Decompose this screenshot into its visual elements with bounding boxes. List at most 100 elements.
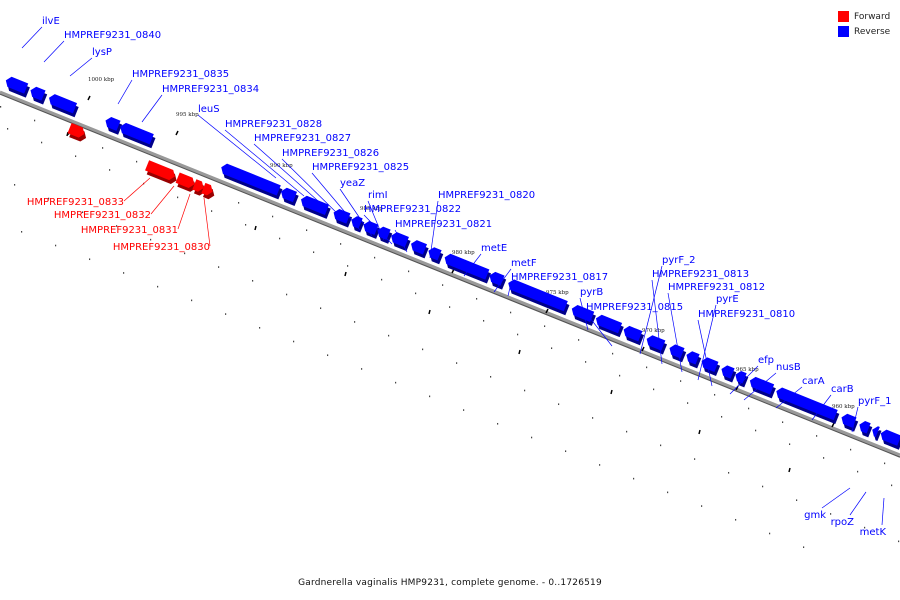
leader-hmpref9231-0840	[43, 40, 65, 63]
guide-dot	[381, 278, 383, 281]
gene-label-gmk: gmk	[804, 510, 826, 521]
leader-hmpref9231-0812	[667, 292, 683, 373]
guide-dot	[884, 462, 886, 465]
leader-pyrf-2	[639, 265, 663, 355]
guide-dot	[41, 141, 43, 144]
guide-dot	[483, 319, 485, 322]
gene-label-hmpref9231-0831: HMPREF9231_0831	[81, 225, 178, 236]
guide-dot	[517, 333, 519, 336]
gene-label-hmpref9231-0825: HMPREF9231_0825	[312, 162, 409, 173]
gene-label-metk: metK	[860, 527, 887, 538]
leader-hmpref9231-0820	[429, 200, 439, 259]
guide-dot	[510, 311, 512, 314]
minor-tick	[428, 309, 431, 315]
guide-dot	[619, 374, 621, 377]
gene-label-hmpref9231-0813: HMPREF9231_0813	[652, 269, 749, 280]
guide-dot	[816, 435, 818, 437]
gene-block-hmpref9231-0828	[281, 187, 299, 206]
gene-block-yeaz	[363, 221, 381, 239]
guide-dot	[694, 458, 696, 460]
tick-mark	[87, 95, 91, 101]
guide-dot	[585, 361, 587, 363]
gene-label-pyre: pyrE	[716, 294, 739, 305]
axis-shadow	[0, 93, 900, 458]
gene-block-gmk	[859, 421, 873, 438]
leader-ilve	[21, 26, 43, 49]
leader-pyre	[697, 304, 717, 381]
leader-hmpref9231-0822	[363, 214, 393, 245]
leader-metk	[881, 497, 885, 526]
gene-label-hmpref9231-0820: HMPREF9231_0820	[438, 190, 535, 201]
gene-block-mete	[444, 253, 492, 284]
minor-tick	[698, 429, 701, 435]
leader-hmpref9231-0810	[697, 319, 713, 387]
guide-dot	[211, 210, 213, 212]
gene-label-pyrf-1: pyrF_1	[858, 396, 892, 407]
guide-dot	[626, 430, 628, 433]
guide-dot	[286, 293, 288, 296]
leader-pyrf-1	[851, 406, 859, 433]
guide-dot	[680, 380, 682, 382]
guide-dot	[109, 169, 111, 171]
guide-dot	[408, 270, 410, 273]
tick-label-2: 990 kbp	[270, 163, 293, 169]
guide-dot	[558, 403, 560, 406]
guide-dot	[55, 244, 57, 247]
guide-dot	[89, 258, 91, 261]
guide-dot	[687, 402, 689, 404]
guide-dot	[48, 197, 50, 200]
guide-dot	[714, 393, 716, 396]
gene-label-rpoz: rpoZ	[831, 517, 855, 528]
leader-hmpref9231-0834	[141, 94, 163, 123]
gene-block-cara	[749, 376, 776, 399]
legend-forward: Forward	[838, 9, 890, 24]
guide-dot	[82, 211, 84, 214]
leader-pyrb	[579, 297, 589, 331]
guide-dot	[476, 297, 478, 300]
leader-nusb	[743, 372, 777, 401]
guide-dot	[578, 339, 580, 341]
gene-label-hmpref9231-0815: HMPREF9231_0815	[586, 302, 683, 313]
minor-tick	[344, 271, 347, 277]
guide-dot	[728, 471, 730, 474]
gene-label-hmpref9231-0833: HMPREF9231_0833	[27, 197, 124, 208]
guide-dot	[0, 106, 2, 108]
guide-dot	[531, 436, 533, 439]
gene-block-lysp	[49, 94, 79, 118]
guide-dot	[272, 215, 274, 218]
guide-dot	[177, 196, 179, 199]
gene-label-leus: leuS	[198, 104, 220, 115]
tick-mark	[831, 422, 835, 428]
gene-block-hmpref9231-0810	[701, 357, 721, 376]
gene-label-hmpref9231-0840: HMPREF9231_0840	[64, 30, 161, 41]
gene-label-hmpref9231-0810: HMPREF9231_0810	[698, 309, 795, 320]
legend: Forward Reverse	[838, 9, 890, 39]
guide-dot	[252, 279, 254, 282]
gene-block-hmpref9231-0840	[30, 86, 48, 105]
map-caption: Gardnerella vaginalis HMP9231, complete …	[298, 578, 602, 588]
guide-dot	[259, 326, 261, 329]
guide-dot	[34, 119, 36, 122]
leader-hmpref9231-0835	[117, 79, 133, 105]
guide-dot	[354, 321, 356, 323]
guide-dot	[429, 395, 431, 398]
gene-block-hmpref9231-0830	[201, 182, 215, 200]
gene-block-hmpref9231-0815	[595, 314, 624, 338]
gene-label-hmpref9231-0812: HMPREF9231_0812	[668, 282, 765, 293]
guide-dot	[599, 464, 601, 466]
gene-label-ilve: ilvE	[42, 16, 60, 27]
guide-dot	[191, 299, 193, 302]
guide-dot	[279, 237, 281, 240]
gene-label-efp: efp	[758, 355, 774, 366]
guide-dot	[653, 388, 655, 391]
guide-dot	[721, 415, 723, 418]
gene-label-hmpref9231-0826: HMPREF9231_0826	[282, 148, 379, 159]
gene-block-hmpref9231-0825	[351, 216, 365, 233]
guide-dot	[850, 448, 852, 451]
guide-dot	[857, 470, 859, 473]
guide-dot	[306, 229, 308, 232]
gene-label-cara: carA	[802, 376, 825, 387]
gene-label-hmpref9231-0828: HMPREF9231_0828	[225, 119, 322, 130]
leader-hmpref9231-0825	[311, 172, 361, 231]
